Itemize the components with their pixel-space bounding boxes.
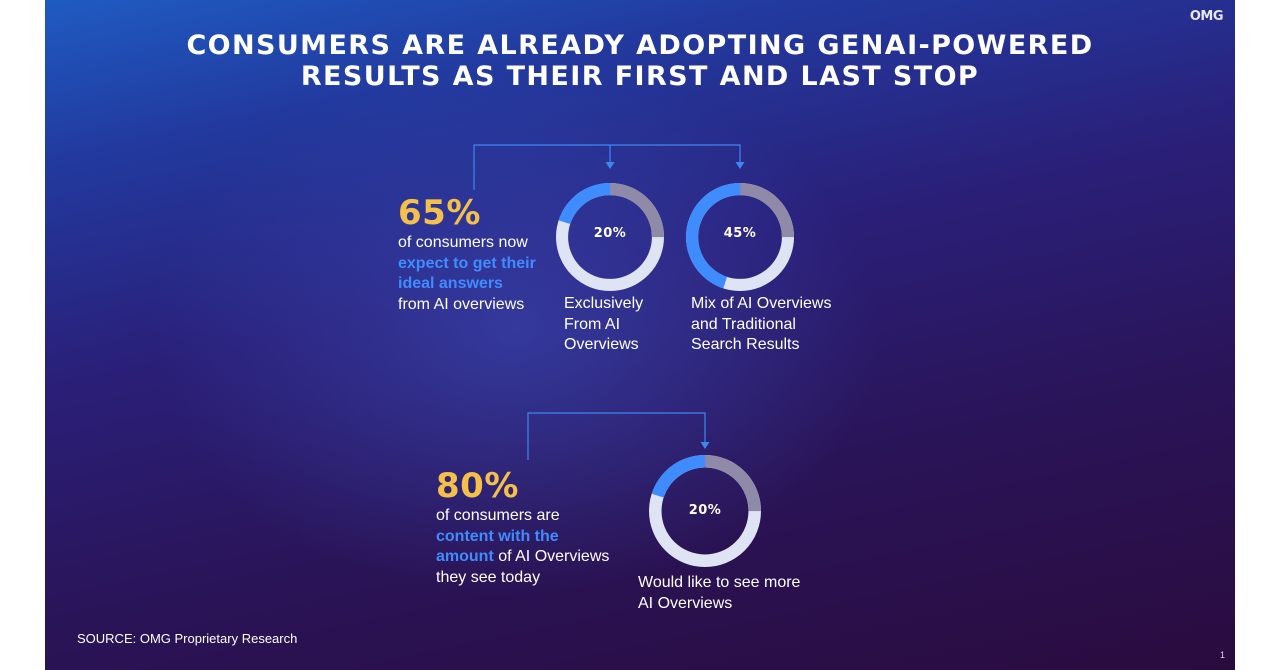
stat-desc-highlight: content with the <box>436 527 559 545</box>
stat-desc-highlight: expect to get their <box>398 254 536 272</box>
arrow-head-2 <box>735 162 745 169</box>
caption-line: AI Overviews <box>638 594 733 612</box>
stat-desc-highlight: ideal answers <box>398 275 503 292</box>
donut-value-segment <box>555 182 665 292</box>
slide: OMG Consumers are already adopting GenAI… <box>45 0 1235 670</box>
caption-line: Would like to see more <box>638 574 801 591</box>
page-number: 1 <box>1219 650 1225 660</box>
donut-caption-mix: Mix of AI Overviews and Traditional Sear… <box>691 294 831 356</box>
title-line-1: Consumers are already adopting GenAI-pow… <box>186 30 1094 61</box>
caption-line: Exclusively <box>564 295 644 312</box>
stat-desc-line: of consumers are <box>436 507 560 524</box>
connector-lines <box>473 144 745 460</box>
donut-caption-exclusive: Exclusively From AI Overviews <box>564 294 643 356</box>
stat-desc-tail: of AI Overviews <box>493 548 610 565</box>
donut-value-label: 20% <box>593 226 627 241</box>
connector-line-top <box>473 144 741 190</box>
donut-value-label: 20% <box>688 503 722 518</box>
title-line-2: results as their first and last stop <box>300 61 980 92</box>
donut-value-label: 45% <box>723 226 757 241</box>
stat-percent: 65% <box>398 193 481 233</box>
stat-description: of consumers are content with the amount… <box>436 506 609 588</box>
donut-caption-more: Would like to see more AI Overviews <box>638 573 800 614</box>
stat-desc-line: of consumers now <box>398 234 528 251</box>
donut-chart-exclusive <box>555 182 665 292</box>
caption-line: Search Results <box>691 336 800 353</box>
source-note: SOURCE: OMG Proprietary Research <box>77 631 298 646</box>
donut-value-segment <box>685 182 795 292</box>
arrow-head-3 <box>700 442 710 449</box>
caption-line: Overviews <box>564 336 639 353</box>
stat-desc-highlight: amount <box>436 548 494 565</box>
stat-description: of consumers now expect to get their ide… <box>398 233 536 315</box>
caption-line: From AI <box>564 315 621 333</box>
stat-desc-line: from AI overviews <box>398 295 525 313</box>
stat-block-80: 80% of consumers are content with the am… <box>436 466 609 588</box>
stat-desc-line: they see today <box>436 568 541 586</box>
arrow-head-1 <box>605 162 615 169</box>
stat-percent: 80% <box>436 466 519 506</box>
connector-line-bottom <box>527 412 706 460</box>
caption-line: Mix of AI Overviews <box>691 295 832 312</box>
slide-title: Consumers are already adopting GenAI-pow… <box>45 30 1235 92</box>
omg-logo: OMG <box>1189 9 1224 24</box>
donut-chart-mix <box>685 182 795 292</box>
caption-line: and Traditional <box>691 315 796 333</box>
stat-block-65: 65% of consumers now expect to get their… <box>398 193 536 315</box>
donut-chart-more <box>649 455 761 567</box>
